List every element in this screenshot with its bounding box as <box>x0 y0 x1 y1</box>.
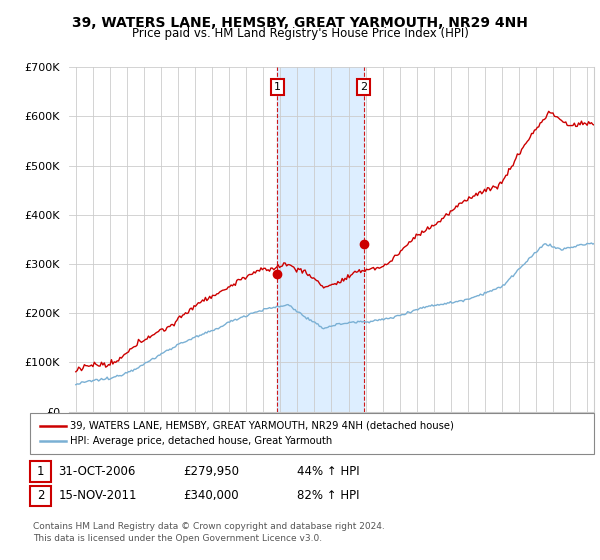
Text: 39, WATERS LANE, HEMSBY, GREAT YARMOUTH, NR29 4NH: 39, WATERS LANE, HEMSBY, GREAT YARMOUTH,… <box>72 16 528 30</box>
Text: HPI: Average price, detached house, Great Yarmouth: HPI: Average price, detached house, Grea… <box>70 436 332 446</box>
Text: 39, WATERS LANE, HEMSBY, GREAT YARMOUTH, NR29 4NH (detached house): 39, WATERS LANE, HEMSBY, GREAT YARMOUTH,… <box>70 421 454 431</box>
Text: 15-NOV-2011: 15-NOV-2011 <box>58 489 137 502</box>
Text: 44% ↑ HPI: 44% ↑ HPI <box>297 465 359 478</box>
Text: 1: 1 <box>37 465 44 478</box>
Bar <box>277 67 364 412</box>
Text: 31-OCT-2006: 31-OCT-2006 <box>58 465 136 478</box>
Text: Contains HM Land Registry data © Crown copyright and database right 2024.
This d: Contains HM Land Registry data © Crown c… <box>33 522 385 543</box>
Text: 1: 1 <box>274 82 281 92</box>
Text: 2: 2 <box>37 489 44 502</box>
Text: Price paid vs. HM Land Registry's House Price Index (HPI): Price paid vs. HM Land Registry's House … <box>131 27 469 40</box>
Text: 2: 2 <box>360 82 367 92</box>
Text: £279,950: £279,950 <box>183 465 239 478</box>
Text: £340,000: £340,000 <box>183 489 239 502</box>
Text: 82% ↑ HPI: 82% ↑ HPI <box>297 489 359 502</box>
